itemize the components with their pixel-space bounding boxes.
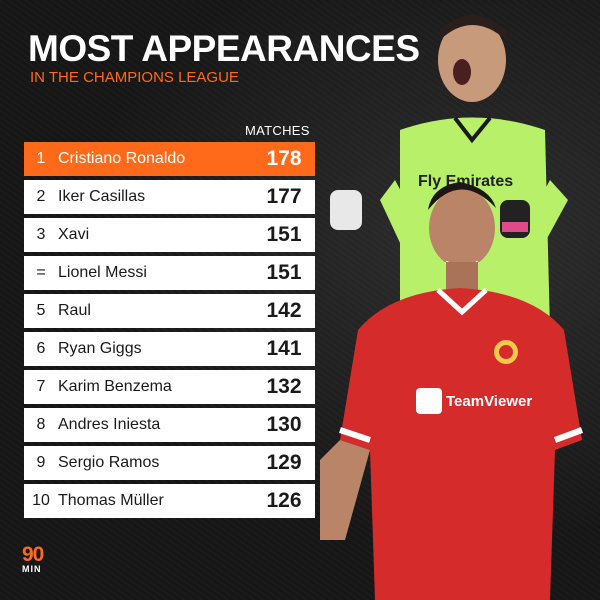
table-row: 8 Andres Iniesta 130: [24, 408, 315, 442]
matches-cell: 142: [266, 299, 302, 322]
player-name-cell: Lionel Messi: [58, 264, 147, 281]
left-shirt-sponsor: Fly Emirates: [418, 173, 513, 190]
rank-cell: 5: [36, 302, 46, 319]
rank-cell: 6: [36, 340, 46, 357]
table-row: 2 Iker Casillas 177: [24, 180, 315, 214]
right-shirt-sponsor: TeamViewer: [446, 393, 532, 410]
player-name-cell: Cristiano Ronaldo: [58, 150, 186, 167]
matches-cell: 132: [266, 375, 302, 398]
table-row: 1 Cristiano Ronaldo 178: [24, 142, 315, 176]
player-name-cell: Iker Casillas: [58, 188, 146, 205]
player-name-cell: Andres Iniesta: [58, 416, 161, 433]
matches-cell: 126: [266, 489, 302, 512]
matches-column-header: MATCHES: [245, 123, 310, 138]
rank-cell: 9: [36, 454, 46, 471]
table-row: = Lionel Messi 151: [24, 256, 315, 290]
logo-text: MIN: [22, 564, 42, 574]
matches-cell: 130: [266, 413, 302, 436]
table-row: 10 Thomas Müller 126: [24, 484, 315, 518]
table-row: 5 Raul 142: [24, 294, 315, 328]
matches-cell: 129: [266, 451, 302, 474]
matches-cell: 141: [266, 337, 302, 360]
ronaldo-figure: TeamViewer: [320, 182, 584, 600]
player-name-cell: Raul: [58, 302, 91, 319]
rank-cell: 2: [36, 188, 46, 205]
page-title: MOST APPEARANCES: [28, 28, 420, 69]
logo-number: 90: [22, 543, 44, 566]
table-row: 3 Xavi 151: [24, 218, 315, 252]
rank-cell: 7: [36, 378, 46, 395]
rank-cell: 3: [36, 226, 46, 243]
matches-cell: 177: [266, 185, 302, 208]
table-row: 6 Ryan Giggs 141: [24, 332, 315, 366]
player-name-cell: Karim Benzema: [58, 378, 172, 395]
rank-cell: =: [36, 264, 46, 281]
player-name-cell: Ryan Giggs: [58, 340, 142, 357]
page-subtitle: IN THE CHAMPIONS LEAGUE: [30, 69, 239, 86]
90min-logo: 90 MIN: [22, 543, 44, 574]
player-name-cell: Sergio Ramos: [58, 454, 160, 471]
matches-cell: 178: [266, 147, 302, 170]
rank-cell: 10: [32, 492, 50, 509]
player-name-cell: Xavi: [58, 226, 90, 243]
rank-cell: 1: [36, 150, 46, 167]
table-row: 7 Karim Benzema 132: [24, 370, 315, 404]
player-name-cell: Thomas Müller: [58, 492, 164, 509]
table-row: 9 Sergio Ramos 129: [24, 446, 315, 480]
rank-cell: 8: [36, 416, 46, 433]
matches-cell: 151: [266, 261, 302, 284]
players-photo: Fly Emirates TeamViewer: [320, 15, 584, 600]
matches-cell: 151: [266, 223, 302, 246]
